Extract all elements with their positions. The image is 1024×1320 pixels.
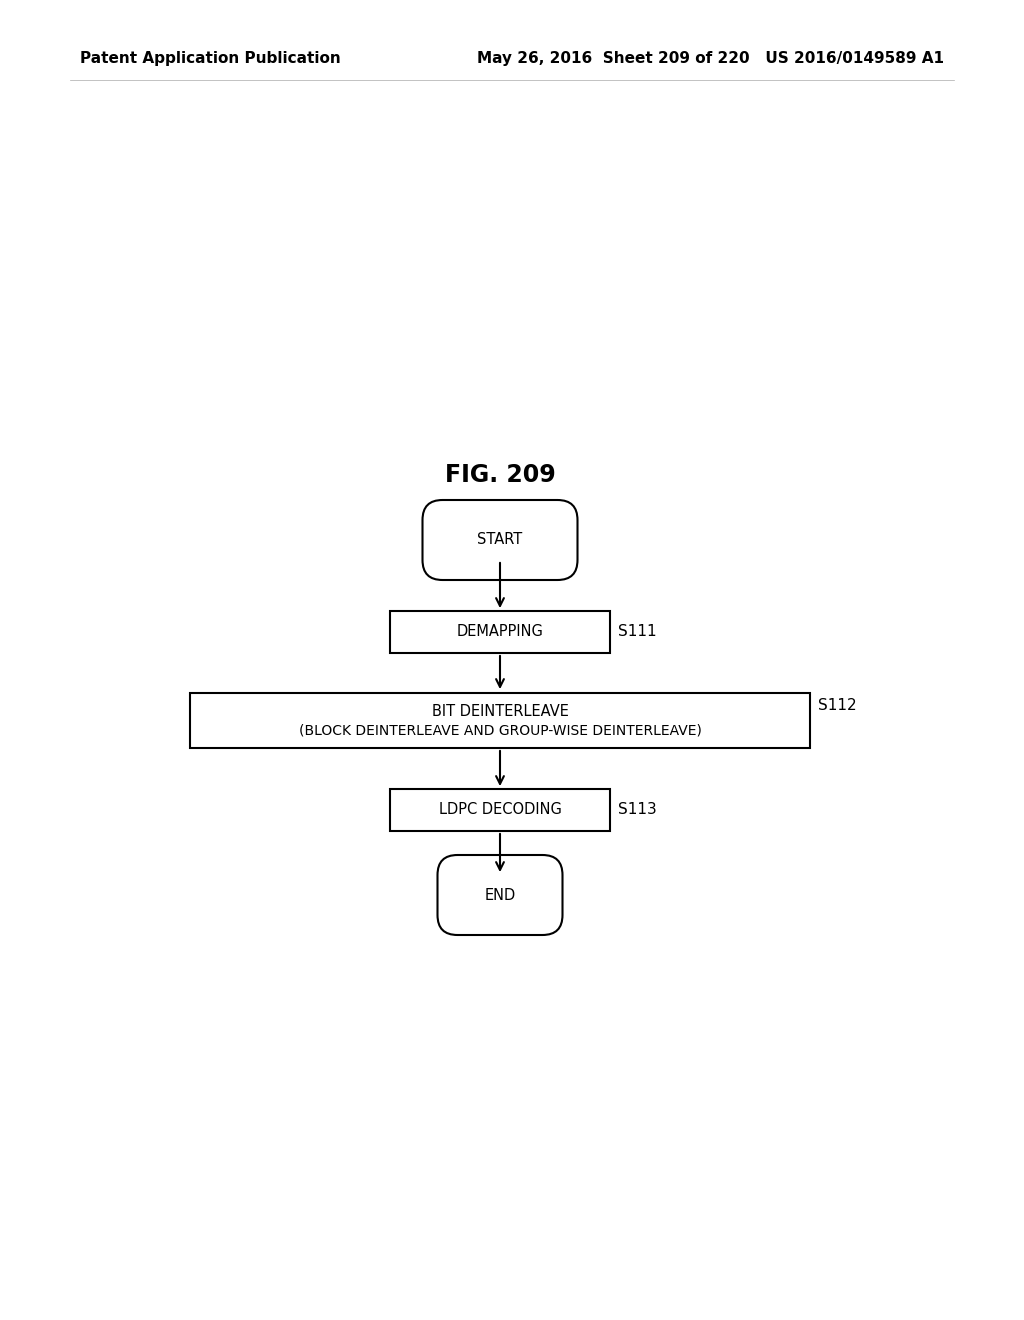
Text: S113: S113 (618, 803, 656, 817)
Bar (390, 789, 610, 832)
Text: END: END (484, 887, 516, 903)
Text: LDPC DECODING: LDPC DECODING (438, 803, 561, 817)
Bar (390, 611, 610, 653)
Bar (190, 693, 810, 747)
FancyBboxPatch shape (437, 855, 562, 935)
Text: FIG. 209: FIG. 209 (444, 463, 555, 487)
Text: S112: S112 (818, 697, 857, 713)
Text: S111: S111 (618, 624, 656, 639)
Text: (BLOCK DEINTERLEAVE AND GROUP-WISE DEINTERLEAVE): (BLOCK DEINTERLEAVE AND GROUP-WISE DEINT… (299, 723, 701, 737)
FancyBboxPatch shape (423, 500, 578, 579)
Text: DEMAPPING: DEMAPPING (457, 624, 544, 639)
Text: BIT DEINTERLEAVE: BIT DEINTERLEAVE (431, 704, 568, 718)
Text: May 26, 2016  Sheet 209 of 220   US 2016/0149589 A1: May 26, 2016 Sheet 209 of 220 US 2016/01… (477, 50, 944, 66)
Text: START: START (477, 532, 522, 548)
Text: Patent Application Publication: Patent Application Publication (80, 50, 341, 66)
